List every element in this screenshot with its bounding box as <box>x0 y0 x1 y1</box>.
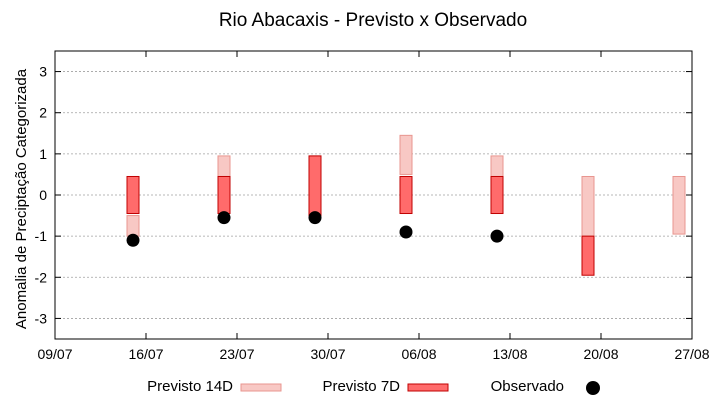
legend-label-previsto-7d: Previsto 7D <box>322 378 400 395</box>
y-tick-label: -2 <box>35 269 48 285</box>
legend-swatch-previsto-14d <box>240 383 282 392</box>
y-tick-layer: -3 -2 -1 0 1 2 3 <box>35 64 692 326</box>
point-observado <box>399 225 413 239</box>
y-tick-label: 3 <box>39 64 47 80</box>
y-tick-label: 0 <box>39 187 47 203</box>
legend-label-observado: Observado <box>491 378 564 395</box>
x-tick-label: 20/08 <box>583 346 618 362</box>
x-tick-layer: 09/07 16/07 23/07 30/07 06/08 13/08 20/08 27/08 <box>37 51 710 362</box>
x-tick-label: 16/07 <box>128 346 163 362</box>
point-observado <box>308 211 322 225</box>
x-tick-label: 06/08 <box>401 346 436 362</box>
point-observado <box>217 211 231 225</box>
bar-previsto-7d <box>399 175 413 215</box>
y-tick-label: -1 <box>35 228 48 244</box>
grid-layer <box>55 71 692 319</box>
x-tick-label: 23/07 <box>219 346 254 362</box>
point-observado <box>126 233 140 247</box>
legend-swatch-previsto-7d <box>407 383 449 392</box>
x-tick-label: 09/07 <box>37 346 72 362</box>
bar-previsto-14d <box>217 155 231 177</box>
bar-previsto-14d <box>126 215 140 237</box>
bar-previsto-7d <box>126 175 140 215</box>
bar-previsto-14d <box>672 175 686 235</box>
bar-previsto-7d <box>581 235 595 276</box>
plot-frame <box>54 50 693 340</box>
series-observado <box>126 211 504 247</box>
legend-marker-observado <box>586 381 600 395</box>
legend-label-previsto-14d: Previsto 14D <box>147 378 233 395</box>
bar-previsto-7d <box>308 155 322 217</box>
y-tick-label: 2 <box>39 105 47 121</box>
point-observado <box>490 229 504 243</box>
x-tick-label: 30/07 <box>310 346 345 362</box>
chart-title: Rio Abacaxis - Previsto x Observado <box>219 10 527 31</box>
bar-previsto-14d <box>490 155 504 177</box>
series-previsto-7d <box>126 155 595 276</box>
y-tick-label: 1 <box>39 146 47 162</box>
bar-previsto-7d <box>217 175 231 215</box>
x-tick-label: 13/08 <box>492 346 527 362</box>
x-tick-label: 27/08 <box>674 346 709 362</box>
bar-previsto-7d <box>490 175 504 215</box>
legend: Previsto 14D Previsto 7D Observado <box>147 378 600 395</box>
bar-previsto-14d <box>399 134 413 175</box>
y-tick-label: -3 <box>35 310 48 326</box>
y-axis-label: Anomalia de Preciptação Categorizada <box>13 68 30 329</box>
bar-previsto-14d <box>581 175 595 237</box>
